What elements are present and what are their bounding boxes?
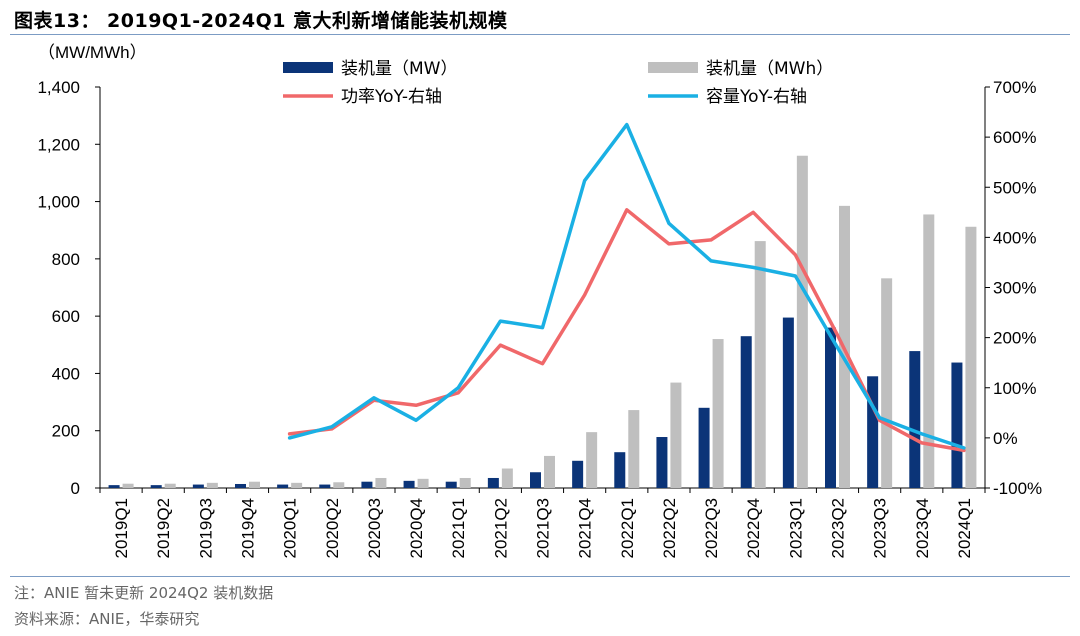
right-tick-label: 700%	[993, 78, 1036, 97]
x-tick-label: 2020Q1	[281, 498, 300, 559]
bar-mwh	[417, 478, 429, 488]
line-capacity-yoy	[287, 122, 966, 450]
chart: 0 200 400 600 800 1,000 1,200 1,400 -100% 0% 100% 2…	[37, 43, 1042, 559]
right-tick-label: 400%	[993, 228, 1036, 247]
x-tick-label: 2022Q1	[618, 498, 637, 559]
bar-mw	[782, 317, 794, 488]
x-tick-label: 2020Q4	[407, 498, 426, 559]
bar-mwh	[923, 214, 935, 489]
bottom-rule	[10, 576, 1070, 577]
right-tick-label: -100%	[993, 479, 1042, 498]
bar-mw	[445, 481, 457, 488]
bar-mw	[319, 484, 331, 488]
x-tick-label: 2024Q1	[955, 498, 974, 559]
x-tick-label: 2021Q1	[449, 498, 468, 559]
bar-mwh	[291, 482, 303, 488]
bar-mw	[403, 480, 415, 488]
left-tick-label: 1,200	[37, 135, 80, 154]
chart-note: 注：ANIE 暂未更新 2024Q2 装机数据	[14, 584, 274, 602]
left-tick-label: 200	[52, 422, 80, 441]
bar-mwh	[375, 477, 387, 488]
legend-label: 容量YoY-右轴	[706, 87, 807, 107]
legend-swatch	[283, 62, 333, 73]
legend-swatch	[648, 62, 698, 73]
x-tick-label: 2020Q3	[365, 498, 384, 559]
legend-label: 功率YoY-右轴	[341, 87, 442, 107]
right-tick-label: 200%	[993, 329, 1036, 348]
bar-mw	[150, 485, 162, 488]
bar-mwh	[164, 483, 176, 488]
bar-mwh	[586, 432, 598, 488]
right-tick-label: 0%	[993, 429, 1018, 448]
left-tick-label: 400	[52, 364, 80, 383]
bar-mwh	[333, 482, 345, 488]
x-tick-label: 2023Q2	[829, 498, 848, 559]
line-power-yoy	[287, 208, 966, 453]
right-tick-label: 500%	[993, 178, 1036, 197]
bar-mwh	[965, 226, 977, 488]
left-tick-label: 600	[52, 307, 80, 326]
bar-mwh	[249, 481, 260, 488]
x-tick-label: 2020Q2	[323, 498, 342, 559]
bar-mw	[235, 483, 246, 488]
bar-mw	[867, 376, 879, 488]
bar-mwh	[544, 455, 555, 488]
x-tick-label: 2023Q4	[913, 498, 932, 559]
x-tick-label: 2019Q3	[196, 498, 215, 559]
bar-mw	[698, 407, 710, 488]
bar-mw	[614, 452, 626, 488]
bar-mwh	[881, 278, 893, 488]
bar-mwh	[712, 339, 724, 488]
x-tick-label: 2022Q2	[660, 498, 679, 559]
x-tick-label: 2019Q1	[112, 498, 131, 559]
left-tick-label: 1,000	[37, 193, 80, 212]
bar-mw	[361, 481, 373, 488]
left-tick-label: 800	[52, 250, 80, 269]
top-rule	[10, 34, 1070, 35]
bar-mw	[656, 437, 668, 488]
x-tick-label: 2023Q1	[786, 498, 805, 559]
bar-mw	[909, 351, 921, 488]
bar-mw	[825, 327, 836, 488]
x-tick-label: 2021Q3	[534, 498, 553, 559]
x-tick-label: 2022Q3	[702, 498, 721, 559]
x-tick-label: 2022Q4	[744, 498, 763, 559]
bar-mwh	[796, 155, 808, 488]
right-tick-label: 600%	[993, 128, 1036, 147]
bar-mw	[277, 484, 289, 488]
x-tick-label: 2021Q2	[491, 498, 510, 559]
right-tick-label: 100%	[993, 379, 1036, 398]
bar-mwh	[754, 241, 766, 488]
bar-mwh	[501, 468, 513, 488]
bar-mw	[108, 485, 120, 488]
bar-mw	[740, 336, 752, 488]
bar-mwh	[206, 482, 218, 488]
x-tick-label: 2023Q3	[871, 498, 890, 559]
legend-label: 装机量（MWh）	[706, 59, 833, 79]
figure-title: 图表13： 2019Q1-2024Q1 意大利新增储能装机规模	[14, 10, 508, 32]
bar-mw	[951, 362, 963, 488]
x-tick-label: 2019Q4	[239, 498, 258, 559]
bar-mw	[192, 484, 204, 488]
left-tick-label: 0	[71, 479, 80, 498]
left-tick-label: 1,400	[37, 78, 80, 97]
legend-label: 装机量（MW）	[341, 59, 457, 79]
right-tick-label: 300%	[993, 279, 1036, 298]
bar-mw	[530, 472, 541, 488]
bar-mwh	[122, 483, 134, 488]
x-tick-label: 2021Q4	[576, 498, 595, 559]
bar-mw	[572, 460, 584, 488]
left-axis-unit-label: （MW/MWh）	[38, 43, 147, 62]
bar-mw	[487, 477, 499, 488]
x-tick-label: 2019Q2	[154, 498, 173, 559]
bar-mwh	[670, 382, 682, 488]
chart-source: 资料来源：ANIE，华泰研究	[14, 610, 200, 628]
bar-mwh	[459, 477, 471, 488]
bar-mwh	[628, 410, 640, 488]
